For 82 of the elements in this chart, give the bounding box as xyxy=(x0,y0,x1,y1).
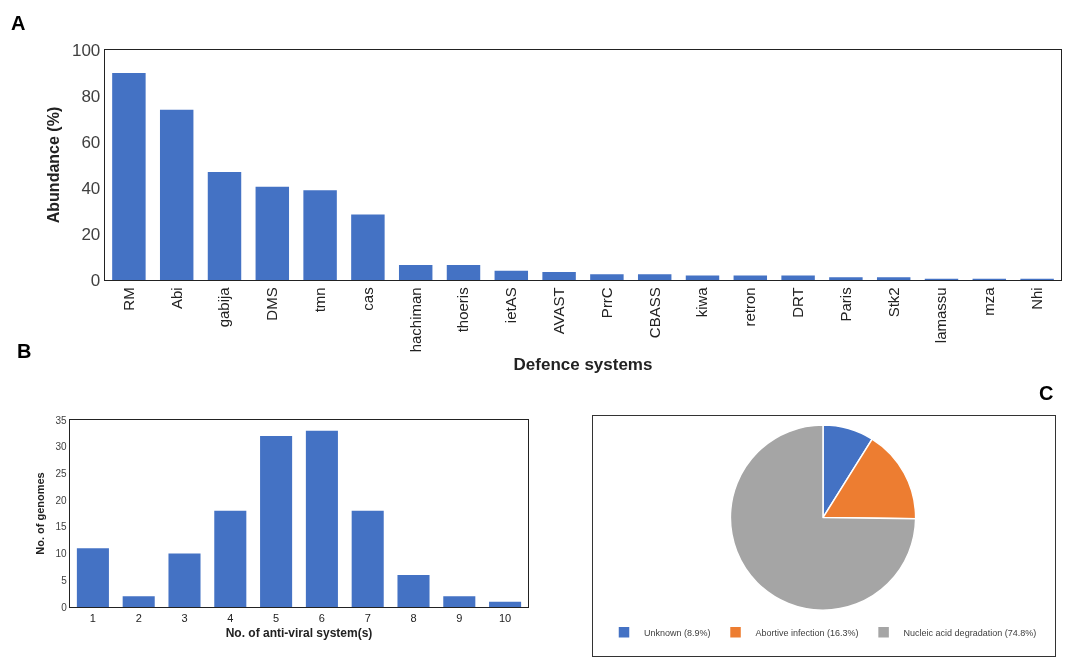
bar xyxy=(489,601,522,607)
text: A xyxy=(11,12,26,34)
y-tick-label: 60 xyxy=(81,132,101,152)
y-tick-label: 0 xyxy=(90,270,101,290)
y-tick-label: 80 xyxy=(81,86,101,106)
x-tick-label: Paris xyxy=(836,287,854,322)
x-tick-label: CBASS xyxy=(645,287,663,339)
bar xyxy=(214,510,247,607)
legend-label: Abortive infection (16.3%) xyxy=(755,627,859,638)
text: B xyxy=(17,340,32,362)
bar xyxy=(397,574,430,607)
text: C xyxy=(1039,382,1054,404)
bar xyxy=(398,265,433,280)
bar xyxy=(446,265,481,280)
x-tick-label: Abi xyxy=(167,287,185,309)
x-tick-label: 1 xyxy=(89,611,96,624)
bar xyxy=(351,214,385,280)
y-tick-label: 20 xyxy=(81,224,101,244)
y-tick-label: 35 xyxy=(55,414,68,426)
bar xyxy=(443,596,476,607)
y-tick-label: 0 xyxy=(61,601,68,613)
y-tick-label: 10 xyxy=(55,548,68,560)
x-tick-label: ietAS xyxy=(502,287,520,324)
x-tick-label: 9 xyxy=(456,611,463,624)
x-tick-label: Nhi xyxy=(1027,287,1045,310)
bar xyxy=(260,436,293,607)
bar xyxy=(685,275,720,280)
y-tick-label: 20 xyxy=(55,494,68,506)
x-tick-label: 5 xyxy=(273,611,280,624)
bar xyxy=(122,596,155,607)
x-tick-label: 2 xyxy=(135,611,142,624)
x-axis-title: No. of anti-viral system(s) xyxy=(225,626,373,641)
x-axis-title: Defence systems xyxy=(513,354,653,374)
bar xyxy=(876,277,911,280)
bar xyxy=(305,430,338,607)
bar xyxy=(159,109,194,280)
x-tick-label: 6 xyxy=(318,611,325,624)
y-tick-label: 40 xyxy=(81,178,101,198)
y-axis-title: Abundance (%) xyxy=(44,106,62,224)
legend-label: Nucleic acid degradation (74.8%) xyxy=(903,627,1037,638)
x-tick-label: kiwa xyxy=(693,286,711,318)
x-tick-label: retron xyxy=(741,287,759,327)
bar xyxy=(351,510,384,607)
bar xyxy=(542,271,576,280)
x-tick-label: lamassu xyxy=(932,287,950,344)
x-tick-label: Stk2 xyxy=(884,287,902,318)
bar xyxy=(112,73,146,280)
x-tick-label: DRT xyxy=(788,287,806,318)
x-tick-label: hachiman xyxy=(406,287,424,353)
x-tick-label: tmn xyxy=(310,287,328,313)
bar xyxy=(207,171,242,280)
y-tick-label: 5 xyxy=(61,574,68,586)
x-tick-label: gabija xyxy=(215,286,233,328)
bar xyxy=(76,548,109,607)
y-tick-label: 100 xyxy=(71,40,101,60)
x-tick-label: thoeris xyxy=(454,287,472,333)
x-tick-label: 4 xyxy=(227,611,234,624)
legend-label: Unknown (8.9%) xyxy=(644,627,711,638)
x-tick-label: PrrC xyxy=(597,287,615,319)
bar xyxy=(637,274,672,280)
x-tick-label: cas xyxy=(358,287,376,311)
x-tick-label: 7 xyxy=(364,611,371,624)
bar xyxy=(494,270,529,280)
x-tick-label: RM xyxy=(119,287,137,311)
x-tick-label: 3 xyxy=(181,611,188,624)
x-tick-label: AVAST xyxy=(549,287,567,335)
x-tick-label: 8 xyxy=(410,611,417,624)
bar xyxy=(303,190,337,280)
bar xyxy=(590,274,624,280)
x-tick-label: 10 xyxy=(498,611,512,624)
y-axis-title: No. of genomes xyxy=(34,472,47,555)
bar xyxy=(168,553,201,607)
bar xyxy=(781,275,815,280)
y-tick-label: 30 xyxy=(55,441,68,453)
pie-slice xyxy=(729,424,917,611)
y-tick-label: 15 xyxy=(55,521,68,533)
x-tick-label: DMS xyxy=(263,287,281,321)
y-tick-label: 25 xyxy=(55,467,68,479)
bar xyxy=(255,186,290,280)
bar xyxy=(829,277,863,280)
x-tick-label: mza xyxy=(980,286,998,316)
bar xyxy=(733,275,768,280)
